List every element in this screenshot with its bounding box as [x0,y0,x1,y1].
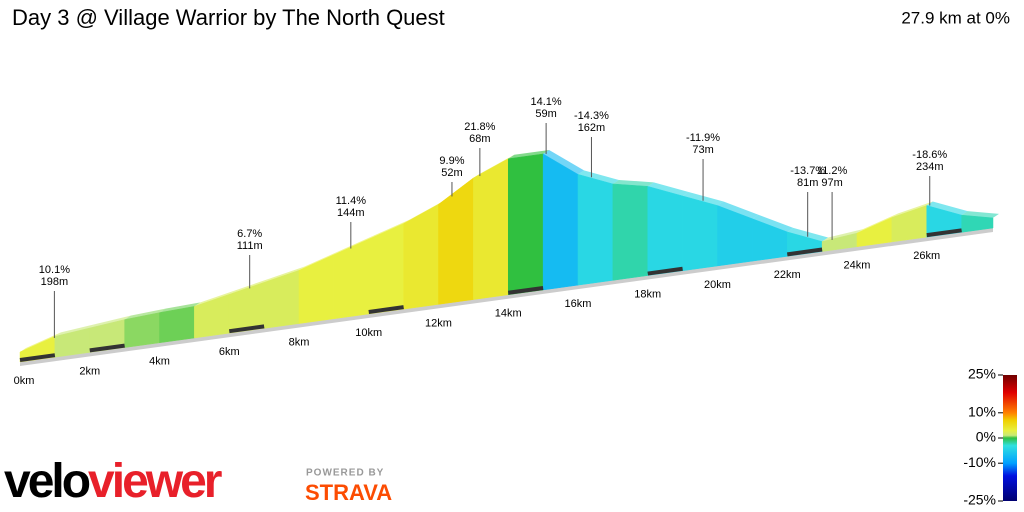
segment-top [856,213,898,234]
grade-segment [682,195,718,272]
annotation-grade: 9.9% [439,155,464,167]
grade-segment [194,294,230,339]
km-band [368,305,404,314]
segment-top [54,323,96,337]
x-tick-label: 14km [495,308,522,320]
annotation-grade: 10.1% [39,264,70,276]
segment-top [961,211,999,218]
grade-segment [542,153,579,291]
annotation-length: 198m [41,276,69,288]
grade-segment [333,238,369,320]
x-tick-label: 24km [844,260,871,272]
segment-top [298,250,340,271]
x-tick-label: 16km [565,298,592,310]
grade-segment [298,254,335,324]
annotation-grade: 21.8% [464,121,495,133]
segment-top [543,149,584,175]
colorbar-label: -10% [963,454,996,470]
colorbar-label: -25% [963,492,996,508]
annotation-grade: -13.7% [790,165,825,177]
x-tick-label: 0km [14,375,35,387]
segment-top [508,149,550,159]
segment-top [333,235,375,255]
grade-segment [368,223,404,315]
grade-segment [577,174,614,286]
powered-by: POWERED BY [306,468,384,479]
annotation-length: 144m [337,207,365,219]
annotation-length: 234m [916,161,944,173]
annotation-grade: 11.4% [336,195,367,207]
grade-segment [647,186,683,276]
x-tick-label: 18km [634,288,661,300]
segment-top [891,201,933,218]
colorbar-label: 10% [968,404,996,420]
colorbar [1003,375,1017,501]
colorbar-label: 25% [968,366,996,382]
colorbar-label: 0% [976,429,996,445]
x-tick-label: 2km [79,365,100,377]
annotation-grade: 6.7% [237,228,262,240]
km-band [228,324,265,334]
x-tick-label: 6km [219,346,240,358]
annotation-grade: 14.1% [531,96,562,108]
x-tick-label: 10km [355,327,382,339]
segment-top [926,201,968,216]
km-band [507,285,544,295]
segment-top [264,266,305,283]
segment-top [647,182,689,196]
annotation-length: 59m [535,108,556,120]
annotation-length: 111m [237,240,263,252]
annotation-length: 97m [821,177,842,189]
km-band [926,228,962,238]
segment-top [194,290,236,307]
x-tick-label: 22km [774,269,801,281]
grade-segment [612,183,648,281]
segment-top [577,170,619,184]
annotation-length: 68m [469,133,490,145]
segment-top [403,200,445,224]
annotation-length: 73m [692,144,713,156]
profile-base [20,228,993,366]
grade-segment [159,306,195,344]
annotation-grade: -11.9% [686,132,720,144]
segment-top [438,173,480,205]
grade-segment [507,153,544,296]
annotation-grade: -18.6% [912,149,947,161]
grade-segment [856,217,893,248]
x-tick-label: 12km [425,317,452,329]
brand-viewer: viewer [88,455,222,508]
grade-segment [438,177,474,305]
segment-top [717,201,759,219]
km-band [647,266,683,276]
x-tick-label: 20km [704,279,731,291]
segment-top [20,332,61,352]
annotation-length: 162m [578,122,606,134]
annotation-length: 81m [797,177,818,189]
segment-top [368,219,410,240]
chart-title: Day 3 @ Village Warrior by The North Que… [12,5,445,30]
x-tick-label: 8km [289,336,310,348]
brand-logo: veloviewer [4,455,222,508]
grade-segment [54,327,90,358]
annotation-grade: 11.2% [817,165,848,177]
annotation-length: 52m [441,167,462,179]
segment-top [124,308,166,320]
segment-top [89,315,131,328]
grade-segment [473,158,509,300]
annotation-grade: -14.3% [574,110,609,122]
segment-top [752,214,794,232]
brand-velo: velo [4,455,90,508]
x-tick-label: 4km [149,356,170,368]
segment-top [612,179,654,187]
x-tick-label: 26km [913,250,940,262]
chart-subtitle: 27.9 km at 0% [901,8,1010,27]
km-band [19,353,56,362]
strava-logo: STRAVA [305,480,392,505]
km-band [89,343,125,353]
segment-top [473,154,515,178]
km-band [786,247,823,257]
segment-top [159,302,201,313]
